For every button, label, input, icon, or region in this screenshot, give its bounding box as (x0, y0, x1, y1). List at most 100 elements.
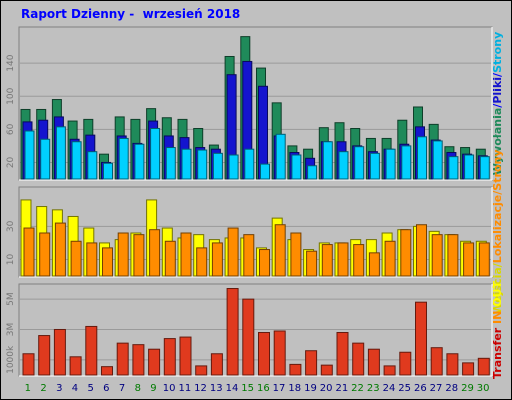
side-label-part: Pliki (491, 77, 504, 104)
day-label: 7 (119, 383, 125, 394)
tick-label: 30 (6, 220, 16, 232)
bar-pages-3-day-3 (55, 126, 66, 180)
day-label: 24 (383, 383, 396, 394)
tick-label: 1000k (6, 345, 16, 374)
bar-transfer-1-day-14 (226, 288, 239, 376)
bar-transfer-1-day-13 (210, 353, 223, 376)
day-label: 19 (304, 383, 317, 394)
bar-visits-2-day-9 (149, 229, 161, 277)
bar-pages-3-day-21 (338, 151, 349, 180)
side-label-transfer: Transfer IN OUT (491, 281, 504, 379)
bar-visits-2-day-13 (211, 242, 223, 277)
day-label: 10 (163, 383, 176, 394)
bar-pages-3-day-15 (244, 148, 255, 180)
bar-visits-2-day-1 (23, 227, 35, 277)
side-label-part: IN (491, 311, 504, 328)
bar-transfer-1-day-5 (85, 325, 98, 376)
day-label: 28 (445, 383, 458, 394)
side-label-part: Wejścia (491, 267, 504, 314)
bar-transfer-1-day-4 (69, 356, 82, 376)
bar-pages-3-day-30 (479, 156, 490, 180)
day-label: 1 (25, 383, 31, 394)
bar-pages-3-day-10 (165, 147, 176, 180)
bar-visits-2-day-4 (70, 240, 82, 277)
bar-visits-2-day-26 (416, 224, 427, 277)
bar-pages-3-day-27 (432, 140, 443, 180)
tick-label: 20 (6, 156, 16, 168)
bar-visits-2-day-19 (306, 250, 318, 277)
day-label: 5 (87, 383, 93, 394)
day-label: 25 (398, 383, 411, 394)
bar-pages-3-day-26 (417, 136, 427, 180)
side-label-part: Transfer (491, 327, 504, 379)
bar-pages-3-day-18 (291, 154, 302, 180)
day-label: 30 (477, 383, 490, 394)
day-label: 29 (461, 383, 474, 394)
bar-transfer-1-day-28 (446, 353, 459, 376)
day-label: 26 (414, 383, 427, 394)
bar-transfer-1-day-10 (163, 338, 176, 376)
bar-visits-2-day-23 (368, 252, 380, 277)
bar-pages-3-day-20 (322, 141, 333, 180)
bar-transfer-1-day-6 (101, 366, 113, 376)
bar-pages-3-day-23 (369, 152, 380, 180)
tick-label: 140 (6, 54, 16, 71)
bar-pages-3-day-19 (307, 165, 318, 180)
bar-visits-2-day-21 (337, 242, 349, 277)
bar-transfer-1-day-7 (116, 342, 129, 376)
day-label: 4 (72, 383, 78, 394)
bar-transfer-1-day-29 (462, 362, 475, 376)
bar-pages-3-day-8 (134, 143, 145, 180)
bar-pages-3-day-9 (150, 128, 161, 180)
day-label: 11 (178, 383, 191, 394)
day-label: 6 (103, 383, 109, 394)
bar-transfer-1-day-3 (53, 328, 66, 376)
bar-visits-2-day-25 (400, 229, 412, 277)
side-label-part: / (491, 72, 504, 77)
bar-transfer-1-day-11 (179, 336, 192, 376)
bar-visits-2-day-17 (274, 224, 286, 277)
bar-visits-2-day-14 (227, 227, 239, 277)
day-label: 27 (430, 383, 443, 394)
bar-visits-2-day-10 (164, 240, 176, 277)
bar-pages-3-day-6 (103, 162, 113, 180)
side-label-visits: Wejścia/Lokalizacje/Strony (491, 150, 504, 315)
bar-pages-3-day-2 (40, 138, 51, 180)
bar-pages-3-day-25 (401, 145, 412, 180)
bar-transfer-1-day-8 (132, 344, 145, 376)
bar-transfer-1-day-20 (320, 364, 333, 376)
bar-transfer-1-day-19 (305, 350, 318, 376)
side-label-part: / (491, 262, 504, 267)
bar-transfer-1-day-26 (415, 301, 427, 376)
day-label: 17 (273, 383, 286, 394)
bar-visits-2-day-11 (180, 232, 192, 277)
bar-visits-2-day-6 (102, 247, 113, 277)
bar-pages-3-day-29 (464, 154, 475, 180)
day-label: 21 (335, 383, 348, 394)
bar-transfer-1-day-18 (289, 363, 302, 376)
bar-visits-2-day-27 (431, 234, 443, 277)
bar-visits-2-day-15 (243, 234, 255, 277)
day-label: 13 (210, 383, 223, 394)
bar-pages-3-day-17 (275, 133, 286, 180)
day-label: 22 (351, 383, 364, 394)
bar-pages-3-day-12 (197, 149, 208, 180)
side-label-part: Strony (491, 150, 504, 191)
bar-visits-2-day-3 (54, 222, 66, 277)
bar-transfer-1-day-16 (258, 332, 270, 376)
bar-transfer-1-day-1 (22, 353, 35, 376)
side-label-part: / (491, 190, 504, 195)
bar-transfer-1-day-25 (399, 351, 412, 376)
bar-transfer-1-day-12 (195, 365, 208, 376)
bar-visits-2-day-28 (447, 234, 459, 277)
bar-pages-3-day-28 (448, 156, 459, 180)
day-label: 20 (320, 383, 333, 394)
bar-visits-2-day-16 (259, 249, 270, 277)
bar-visits-2-day-20 (321, 244, 333, 277)
tick-label: 60 (6, 123, 16, 135)
bar-transfer-1-day-22 (352, 342, 365, 376)
day-label: 23 (367, 383, 380, 394)
day-label: 15 (241, 383, 254, 394)
bar-pages-3-day-11 (181, 148, 192, 180)
